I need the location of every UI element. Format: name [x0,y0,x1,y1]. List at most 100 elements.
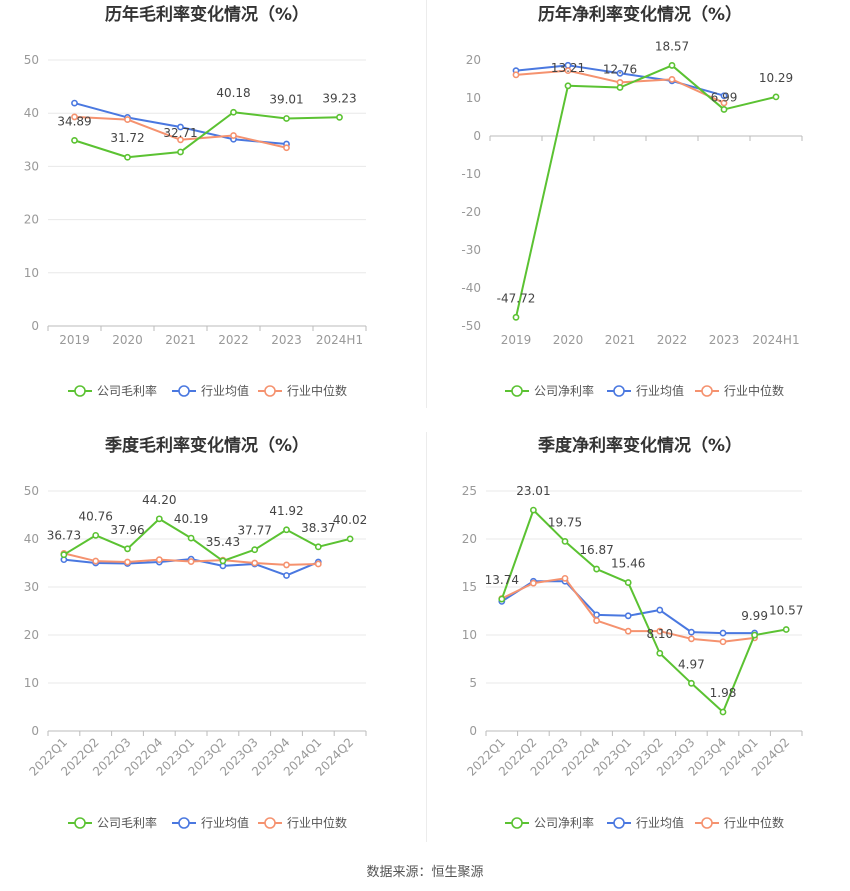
legend-swatch-marker [264,385,276,397]
data-label: 34.89 [57,114,91,128]
data-point-industry_median [593,617,600,624]
y-tick-label: 20 [466,53,481,67]
data-point-company [230,108,237,116]
data-point-company [668,62,676,69]
data-label: 23.01 [516,484,550,498]
x-tick-label: 2021 [605,333,636,347]
data-label: 36.73 [47,529,81,543]
data-label: 19.75 [548,515,582,529]
x-tick-label: 2023 [709,333,740,347]
x-tick-label: 2023 [271,333,302,347]
data-point-industry_avg [719,629,727,637]
chart-title: 季度毛利率变化情况（%） [105,435,309,456]
legend-item-industry_avg: 行业均值 [172,383,249,398]
data-label: 16.87 [579,543,613,557]
x-tick-label: 2024H1 [316,333,363,347]
x-tick-label: 2020 [553,333,584,347]
data-point-company [561,538,569,545]
data-point-industry_avg [688,628,695,636]
data-label: 1.98 [710,686,737,700]
legend-item-industry_median: 行业中位数 [695,383,784,398]
legend-swatch-marker [74,817,86,829]
data-point-company [155,515,163,523]
data-point-company [772,93,780,101]
legend-item-industry_avg: 行业均值 [607,383,684,398]
data-point-industry_median [656,627,664,635]
legend-label: 公司毛利率 [97,383,157,398]
data-point-industry_median [564,67,572,75]
y-tick-label: -20 [461,205,481,219]
y-tick-label: 10 [462,628,477,642]
data-label: -47.72 [497,291,536,305]
data-label: 18.57 [655,39,689,53]
y-tick-label: -10 [461,167,481,181]
data-label: 15.46 [611,557,645,571]
y-tick-label: -50 [461,319,481,333]
legend-label: 行业中位数 [287,383,347,398]
data-label: 38.37 [301,521,335,535]
data-point-industry_median [251,559,259,567]
data-point-company [124,153,131,161]
data-point-industry_avg [71,99,78,107]
data-point-company [346,535,354,543]
data-label: 4.97 [678,657,705,671]
data-label: 12.76 [603,63,637,77]
data-point-company [512,313,520,321]
data-label: 13.74 [485,573,519,587]
legend-label: 行业均值 [201,815,249,830]
series-line-company [500,509,787,713]
data-point-company [530,506,537,514]
data-label: 40.76 [79,509,113,523]
data-point-company [177,148,184,156]
data-point-industry_avg [656,606,664,614]
data-label: 6.99 [711,90,738,104]
data-point-industry_median [283,144,290,152]
data-point-company [564,82,572,90]
legend-label: 行业均值 [636,383,684,398]
y-tick-label: 10 [466,91,481,105]
y-tick-label: 5 [469,676,477,690]
x-tick-label: 2020 [112,333,143,347]
data-label: 40.02 [333,513,367,527]
data-point-company [720,106,728,113]
legend-item-industry_median: 行业中位数 [695,815,784,830]
data-point-industry_median [720,99,728,107]
chart-title: 历年净利率变化情况（%） [538,4,742,25]
legend-swatch-marker [613,817,625,829]
legend-item-industry_avg: 行业均值 [607,815,684,830]
legend-item-company: 公司净利率 [505,383,594,398]
data-point-industry_median [314,560,322,568]
data-label: 40.18 [216,86,250,100]
data-source-note: 数据来源：恒生聚源 [366,865,484,880]
data-point-industry_avg [283,572,290,579]
y-tick-label: 50 [24,484,39,498]
data-point-industry_median [624,627,632,635]
y-tick-label: 10 [24,266,39,280]
data-point-company [719,708,727,716]
divider-bottom [426,432,427,842]
y-tick-label: 40 [24,532,39,546]
data-point-company [624,579,632,586]
data-point-industry_median [561,574,569,582]
data-point-company [92,531,100,539]
legend-label: 公司净利率 [534,815,594,830]
data-label: 13.21 [551,61,585,75]
series-line-company [63,517,351,562]
data-label: 37.77 [238,524,272,538]
divider-top [426,0,427,408]
legend-swatch-marker [178,817,190,829]
y-tick-label: 0 [31,319,39,333]
data-label: 8.10 [646,627,673,641]
data-point-industry_median [177,136,184,144]
legend-item-company: 公司净利率 [505,815,594,830]
y-tick-label: 0 [31,724,39,738]
x-tick-label: 2021 [165,333,196,347]
legend-swatch-marker [613,385,625,397]
data-point-industry_median [512,71,520,79]
data-point-industry_median [688,635,695,643]
data-label: 10.57 [769,604,803,618]
data-label: 44.20 [142,493,176,507]
data-point-company [187,534,195,542]
y-tick-label: -30 [461,243,481,257]
